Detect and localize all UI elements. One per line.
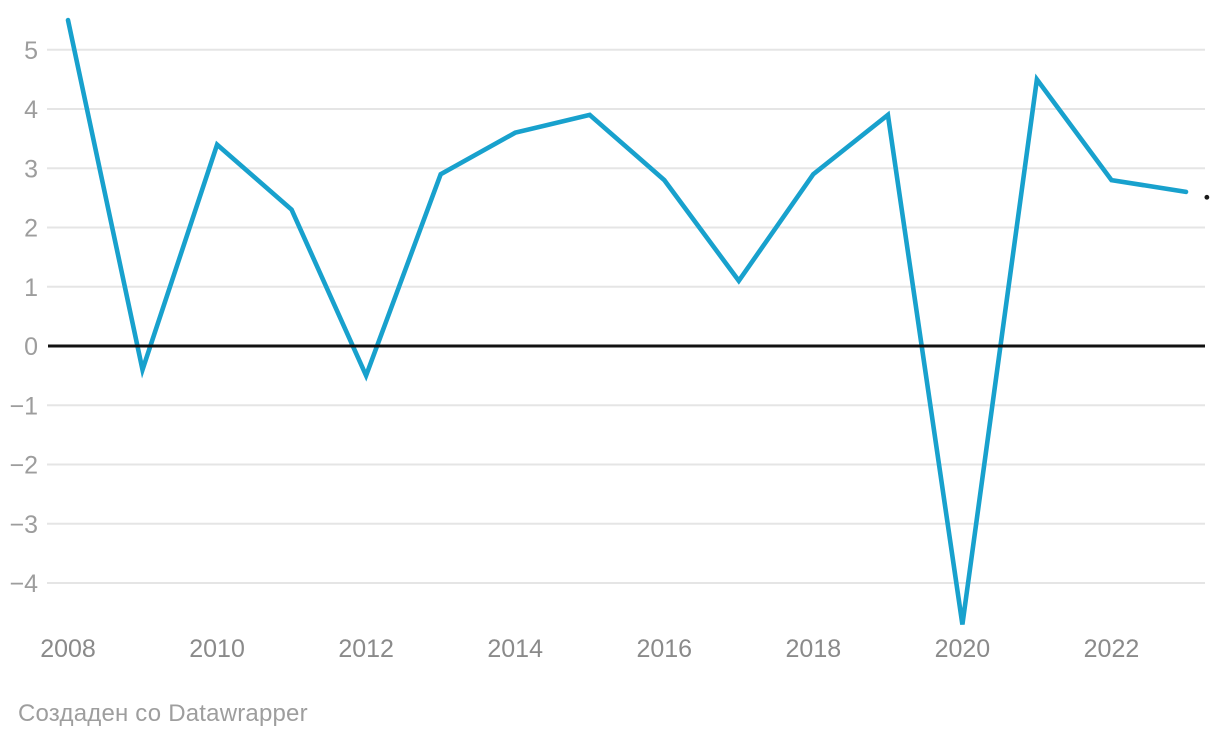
x-axis-tick-label: 2008	[40, 635, 96, 663]
end-annotation-dot	[1204, 194, 1210, 200]
y-axis-tick-label: −1	[9, 392, 38, 420]
data-line-annual-value	[65, 17, 1189, 625]
x-axis-tick-label: 2012	[338, 635, 394, 663]
y-axis-tick-label: 3	[24, 155, 38, 183]
x-axis-tick-label: 2016	[636, 635, 692, 663]
y-axis-tick-label: 1	[24, 274, 38, 302]
x-axis-tick-label: 2010	[189, 635, 245, 663]
y-axis-tick-label: 0	[24, 333, 38, 361]
datawrapper-credit-link[interactable]: Создаден со Datawrapper	[18, 700, 308, 727]
x-axis-tick-label: 2022	[1084, 635, 1140, 663]
line-chart: 5 4 3 2 1 0 −1 −2 −3 −4 2008 2010 2012 2014 2016 2018 20…	[9, 17, 1210, 663]
x-axis-tick-label: 2020	[935, 635, 991, 663]
y-axis-tick-label: −3	[9, 511, 38, 539]
y-axis-tick-label: 2	[24, 215, 38, 243]
y-axis-tick-label: 4	[24, 96, 38, 124]
y-axis-tick-label: −2	[9, 452, 38, 480]
y-axis-tick-label: −4	[9, 570, 38, 598]
x-axis-tick-label: 2018	[786, 635, 842, 663]
x-axis-tick-label: 2014	[487, 635, 543, 663]
chart-canvas: 5 4 3 2 1 0 −1 −2 −3 −4 2008 2010 2012 2014 2016 2018 20…	[9, 17, 1210, 663]
y-axis-tick-label: 5	[24, 37, 38, 65]
